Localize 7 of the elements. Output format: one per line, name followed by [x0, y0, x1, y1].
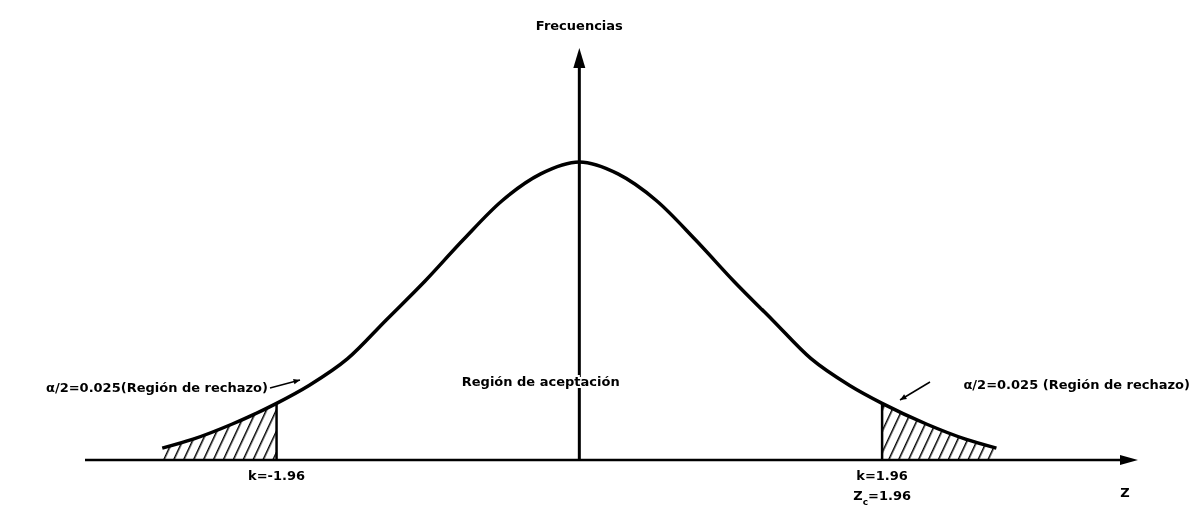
x-tick-label: k=-1.96 [248, 468, 306, 483]
band-label: α/2=0.025 (Región de rechazo) [963, 377, 1190, 392]
x-tick-label: k=1.96 [856, 468, 908, 483]
x-axis-title: Z [1120, 485, 1130, 500]
band-label: α/2=0.025(Región de rechazo) [45, 380, 268, 395]
text: Z$_{c}$=1.96 [853, 488, 911, 507]
text: Frecuencias [535, 18, 624, 33]
